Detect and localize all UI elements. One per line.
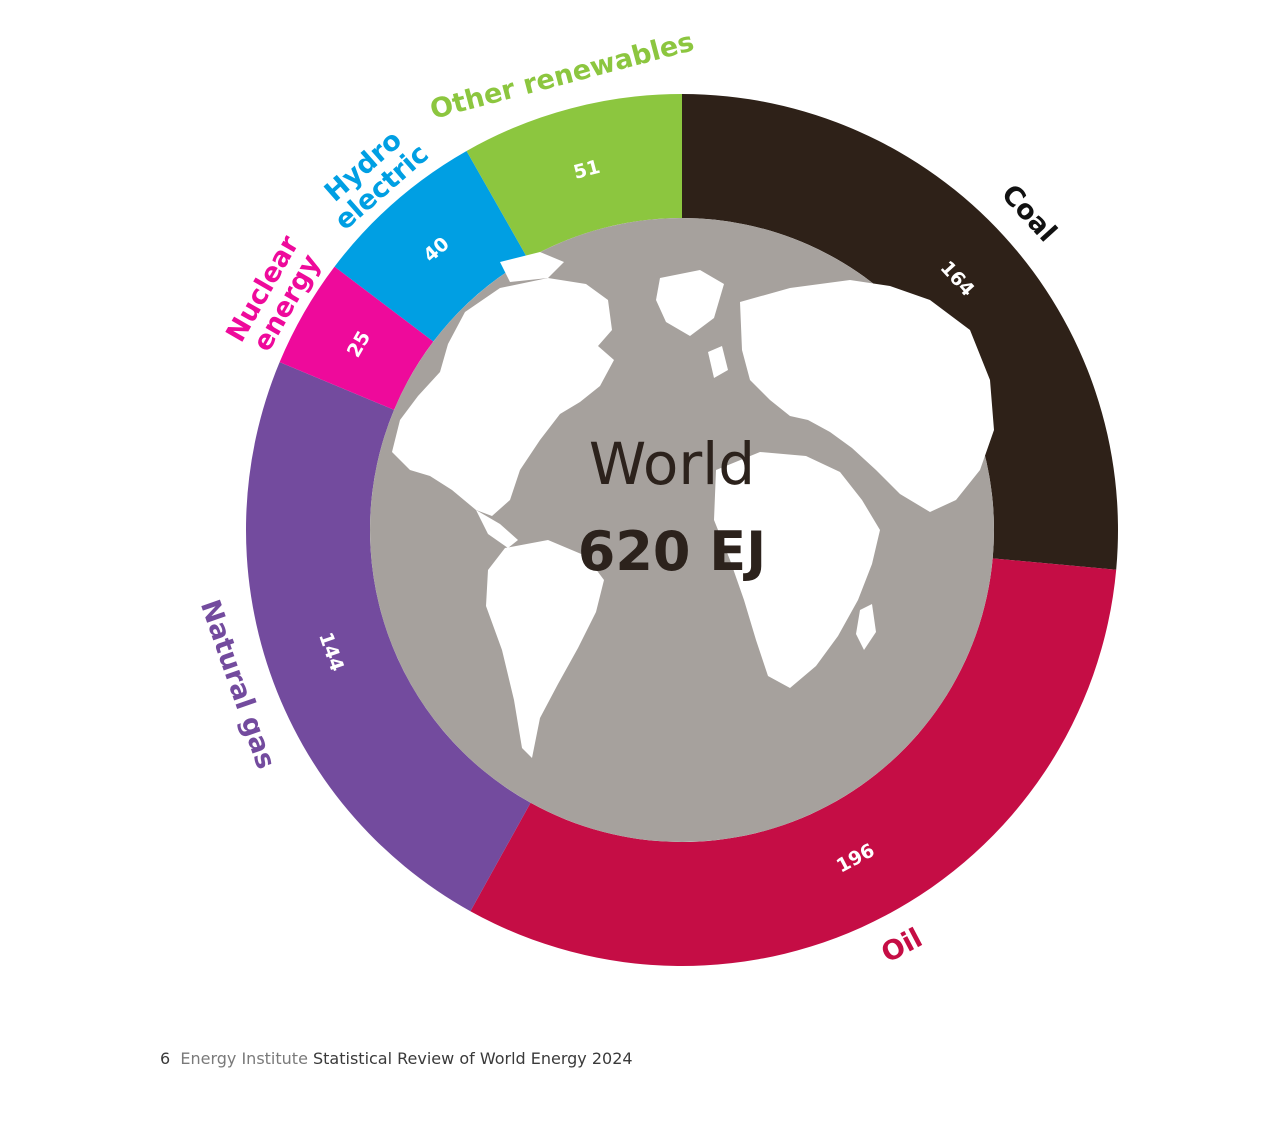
slice-coal xyxy=(682,94,1118,570)
publication-title: Statistical Review of World Energy 2024 xyxy=(313,1049,633,1068)
slice-hydro-electric xyxy=(334,150,528,342)
publisher-name: Energy Institute xyxy=(180,1049,308,1068)
slice-natural-gas xyxy=(246,362,531,912)
slice-oil xyxy=(470,558,1117,967)
center-title: World xyxy=(589,430,755,498)
category-label-oil: Oil xyxy=(876,923,927,970)
world-map-land xyxy=(392,252,994,758)
donut-slices xyxy=(246,94,1118,967)
slice-other-renewables xyxy=(466,94,682,259)
center-total: 620 EJ xyxy=(578,520,767,583)
page-number: 6 xyxy=(160,1049,171,1068)
page-footer: 6 Energy Institute Statistical Review of… xyxy=(160,1049,633,1068)
slice-nuclear-energy xyxy=(279,266,434,410)
